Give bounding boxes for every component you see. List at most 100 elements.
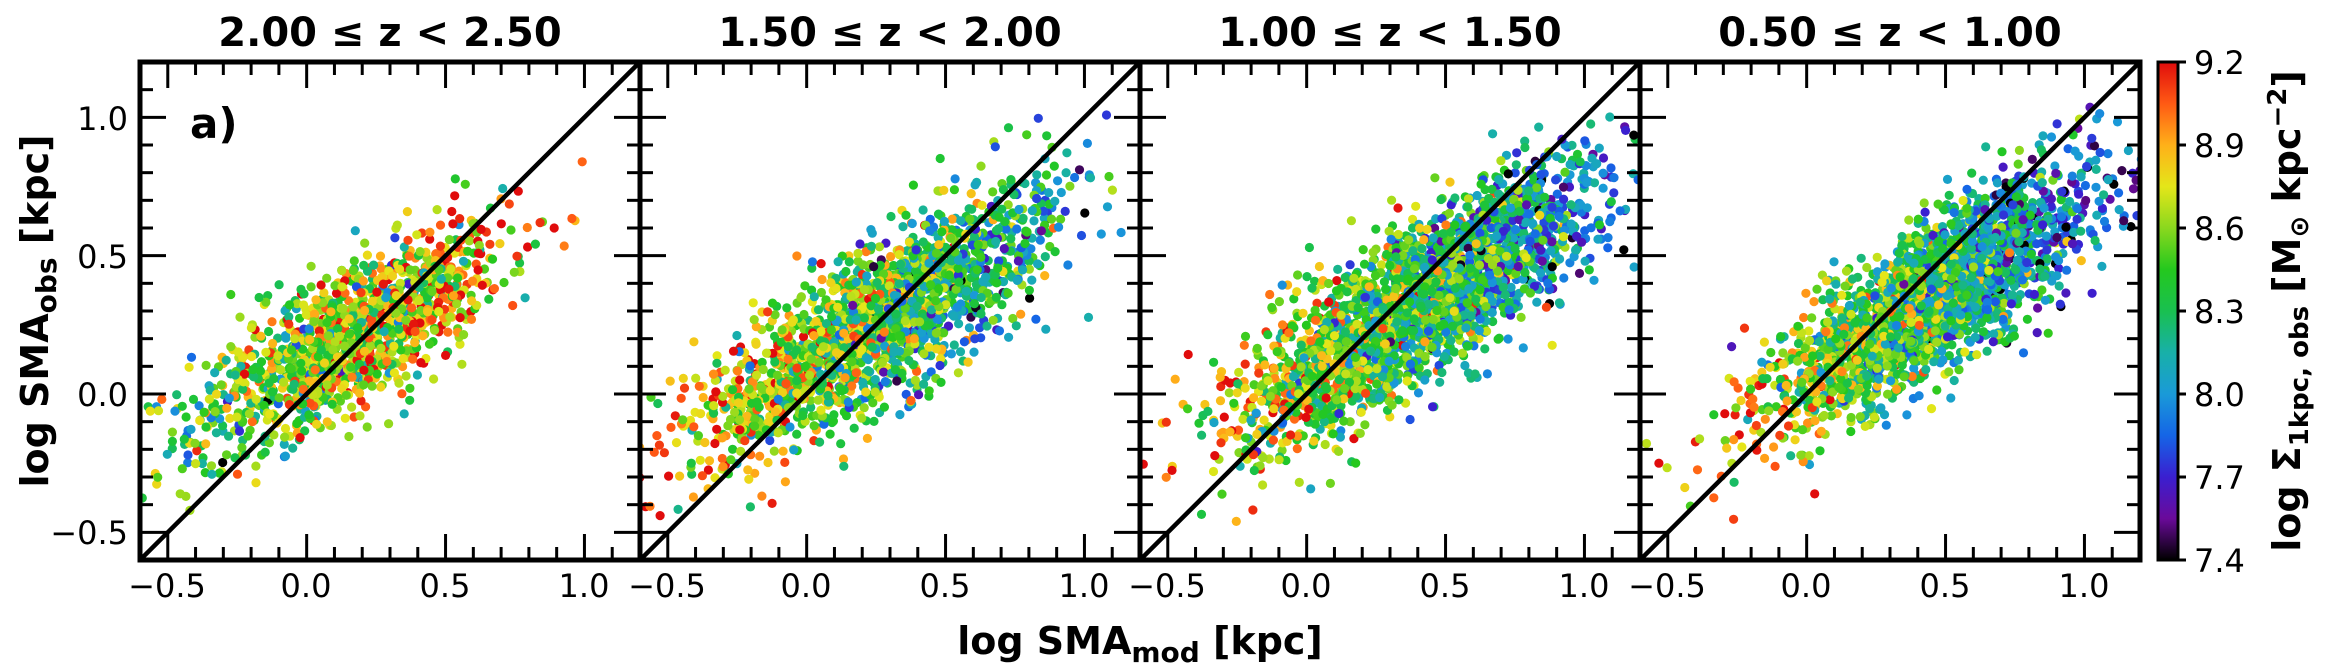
data-point [955,347,966,357]
data-point [1603,243,1613,253]
data-point [900,303,910,313]
data-point [337,282,347,292]
data-point [1234,367,1244,377]
data-point [246,323,256,333]
data-point [311,295,321,305]
data-point [896,259,906,269]
data-point [839,461,849,471]
data-point [1032,193,1042,204]
data-point [1240,331,1251,341]
data-point [956,216,966,226]
data-point [862,271,872,281]
data-point [894,250,904,260]
data-point [933,209,944,219]
data-point [675,471,685,481]
data-point [162,449,172,459]
data-point [365,341,375,351]
data-point [975,323,985,333]
data-point [977,200,987,210]
data-point [750,421,760,431]
data-point [204,394,214,404]
data-point [1022,227,1032,237]
data-point [1598,153,1609,163]
data-point [676,393,686,403]
data-point [484,294,494,304]
data-point [167,436,177,446]
data-point [792,376,802,386]
data-point [264,438,274,448]
data-point [993,263,1003,273]
data-point [392,220,402,230]
data-point [1552,189,1562,199]
data-point [1584,265,1594,275]
data-point [765,386,775,396]
data-point [1070,172,1080,183]
data-point [1014,204,1024,215]
data-point [761,348,772,358]
data-point [952,302,962,312]
data-point [448,291,458,301]
data-point [782,303,792,313]
data-point [973,240,983,250]
data-point [659,448,670,458]
data-point [319,288,329,298]
data-point [969,347,979,357]
data-point [445,312,455,322]
data-point [280,451,290,461]
data-point [394,324,404,334]
data-point [1349,434,1359,444]
data-point [306,261,316,271]
data-point [340,341,350,351]
data-point [310,365,320,375]
data-point [520,293,530,303]
data-point [360,238,370,248]
data-point [1503,169,1513,179]
data-point [908,180,919,190]
data-point [441,350,451,360]
data-point [792,429,802,439]
data-point [718,462,728,472]
data-point [1333,341,1343,351]
data-point [814,357,824,367]
data-point [234,426,245,436]
data-point [976,292,986,303]
data-point [296,358,306,368]
data-point [735,425,745,435]
data-point [222,450,232,460]
data-point [1076,230,1087,241]
data-point [696,409,706,419]
data-point [813,305,824,315]
data-point [806,402,816,412]
data-point [1035,235,1045,245]
data-point [261,297,271,307]
data-point [870,293,881,304]
data-point [1554,298,1564,308]
data-point [666,422,676,432]
data-point [1605,112,1615,122]
data-point [199,407,209,417]
data-point [1393,229,1403,240]
data-point [1074,165,1085,175]
data-point [1200,399,1210,410]
data-point [305,398,315,408]
data-point [747,377,758,387]
data-point [1547,262,1557,272]
data-point [936,354,946,364]
data-point [947,214,957,224]
data-point [559,519,568,528]
data-point [1216,438,1226,448]
data-point [891,309,901,319]
data-point [414,295,424,306]
data-point [734,415,745,425]
data-point [712,358,722,368]
data-point [763,307,773,317]
data-point [265,409,275,419]
data-point [145,406,155,416]
data-point [226,289,236,300]
data-point [911,266,921,276]
data-point [783,354,793,364]
data-point [434,306,444,317]
data-point [745,361,755,371]
data-point [399,409,409,419]
data-point [444,235,454,245]
